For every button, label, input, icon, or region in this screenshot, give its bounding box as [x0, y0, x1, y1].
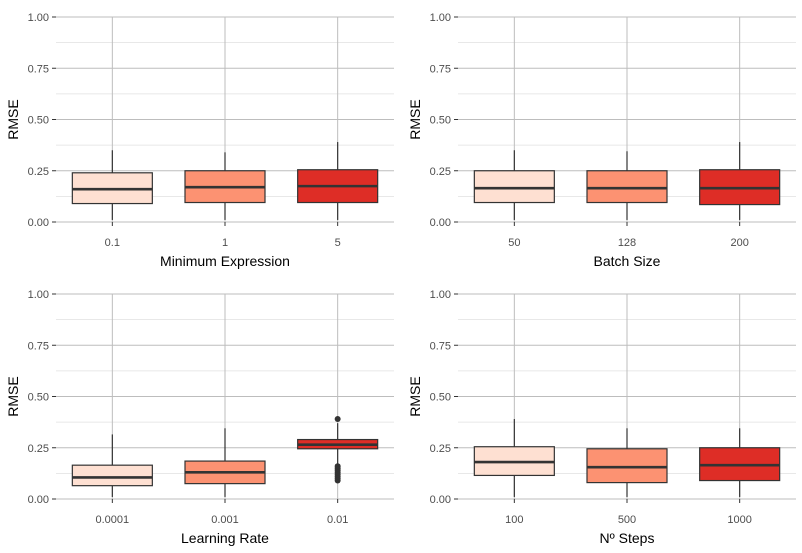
- y-tick-label: 0.25: [430, 443, 451, 455]
- box-500: [586, 428, 668, 497]
- x-tick-label: 128: [618, 237, 636, 249]
- box-0.001: [184, 428, 266, 497]
- outlier-point: [334, 463, 341, 470]
- y-tick-label: 0.50: [430, 115, 451, 127]
- box-0.01: [297, 416, 379, 484]
- box-200: [699, 142, 781, 220]
- panel-4: 0.00 0.25 0.50 0.75 1.00 100 500 1000 Nº Steps RM…: [407, 289, 796, 546]
- y-tick-label: 0.75: [430, 340, 451, 352]
- y-tick-label: 0.50: [430, 392, 451, 404]
- x-tick-label: 500: [618, 514, 636, 526]
- x-tick-label: 0.1: [105, 237, 120, 249]
- x-tick-label: 0.001: [211, 514, 239, 526]
- outlier-point: [334, 416, 341, 423]
- box-100: [473, 419, 555, 497]
- x-tick-label: 1: [222, 237, 228, 249]
- x-tick-label: 50: [508, 237, 520, 249]
- box-1: [184, 152, 266, 220]
- y-tick-label: 0.25: [430, 166, 451, 178]
- y-tick-label: 1.00: [430, 289, 451, 301]
- y-tick-label: 0.75: [28, 340, 49, 352]
- y-tick-label: 0.75: [28, 63, 49, 75]
- y-tick-label: 1.00: [430, 12, 451, 24]
- y-tick-label: 0.00: [430, 217, 451, 229]
- x-tick-label: 1000: [727, 514, 751, 526]
- x-axis-title: Batch Size: [594, 253, 661, 269]
- box-rect: [473, 170, 555, 204]
- box-0.1: [71, 150, 153, 220]
- box-1000: [699, 428, 781, 497]
- y-axis-title: RMSE: [5, 376, 21, 416]
- x-axis-title: Minimum Expression: [160, 253, 290, 269]
- y-tick-label: 0.25: [28, 166, 49, 178]
- box-50: [473, 150, 555, 220]
- box-rect: [586, 170, 668, 204]
- y-tick-label: 1.00: [28, 12, 49, 24]
- panel-3: 0.00 0.25 0.50 0.75 1.00 0.0001 0.001 0.01 Learn…: [5, 289, 394, 546]
- y-tick-label: 0.00: [28, 494, 49, 506]
- y-tick-label: 0.25: [28, 443, 49, 455]
- y-axis-title: RMSE: [407, 99, 423, 139]
- y-tick-label: 0.00: [28, 217, 49, 229]
- y-tick-label: 0.50: [28, 115, 49, 127]
- x-axis-title: Learning Rate: [181, 530, 269, 546]
- x-tick-label: 0.01: [327, 514, 348, 526]
- panel-2: 0.00 0.25 0.50 0.75 1.00 50 128 200 Batch Size RM…: [407, 12, 796, 269]
- y-axis-title: RMSE: [407, 376, 423, 416]
- y-tick-label: 0.50: [28, 392, 49, 404]
- y-tick-label: 0.75: [430, 63, 451, 75]
- x-axis-title: Nº Steps: [600, 530, 655, 546]
- box-128: [586, 151, 668, 220]
- y-tick-label: 1.00: [28, 289, 49, 301]
- box-5: [297, 142, 379, 220]
- y-axis-title: RMSE: [5, 99, 21, 139]
- y-tick-label: 0.00: [430, 494, 451, 506]
- x-tick-label: 100: [505, 514, 523, 526]
- box-rect: [586, 448, 668, 484]
- box-0.0001: [71, 434, 153, 497]
- box-rect: [71, 464, 153, 487]
- x-tick-label: 0.0001: [96, 514, 130, 526]
- x-tick-label: 5: [335, 237, 341, 249]
- x-tick-label: 200: [730, 237, 748, 249]
- panel-1: 0.00 0.25 0.50 0.75 1.00 0.1 1 5 Minimum Express…: [5, 12, 394, 269]
